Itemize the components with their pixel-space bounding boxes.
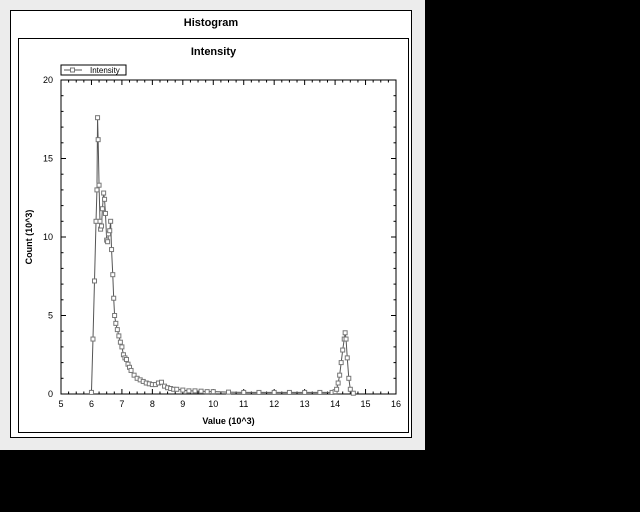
data-point: [90, 336, 96, 342]
data-point: [111, 295, 117, 301]
data-point: [101, 190, 107, 196]
data-point: [317, 389, 323, 395]
x-tick-label: 5: [58, 399, 63, 409]
data-point: [343, 336, 349, 342]
x-tick-label: 7: [119, 399, 124, 409]
data-point: [204, 389, 210, 395]
data-point: [93, 218, 99, 224]
data-point: [110, 272, 116, 278]
data-point: [96, 182, 102, 188]
x-tick-label: 8: [150, 399, 155, 409]
x-tick-label: 9: [180, 399, 185, 409]
x-tick-label: 13: [300, 399, 310, 409]
y-tick-label: 0: [48, 389, 53, 399]
data-point: [116, 333, 122, 339]
intensity-chart: Intensity Intensity 5 6 7 8 9 10 11 12 13 14 15 16 0…: [24, 46, 401, 426]
data-point: [119, 344, 125, 350]
data-point: [108, 218, 114, 224]
data-point: [338, 360, 344, 366]
legend-marker: [70, 67, 75, 73]
data-point: [174, 386, 180, 392]
x-tick-label: 6: [89, 399, 94, 409]
data-point: [99, 206, 105, 212]
data-point: [347, 386, 353, 392]
data-point: [271, 389, 277, 395]
x-tick-label: 10: [208, 399, 218, 409]
data-point: [159, 379, 164, 385]
data-point: [342, 330, 348, 336]
series-intensity: [88, 115, 356, 396]
data-point: [180, 387, 186, 393]
data-point: [99, 223, 104, 229]
x-axis-label: Value (10^3): [202, 416, 254, 426]
data-point: [95, 115, 101, 121]
data-point: [198, 388, 204, 394]
data-point: [88, 389, 94, 395]
data-point: [350, 390, 356, 396]
y-tick-label: 15: [43, 154, 53, 164]
data-point: [112, 313, 118, 318]
data-point: [95, 137, 101, 143]
data-point: [117, 339, 123, 345]
data-point: [102, 196, 108, 202]
legend-box: [60, 64, 127, 76]
x-tick-label: 15: [361, 399, 371, 409]
data-point: [114, 327, 120, 333]
data-point: [210, 389, 216, 395]
data-point: [92, 278, 97, 284]
data-point: [302, 389, 308, 395]
data-point: [192, 388, 198, 394]
legend: Intensity: [60, 64, 127, 76]
chart-title: Intensity: [191, 46, 237, 58]
window-title: Histogram: [183, 17, 239, 29]
data-point: [113, 320, 119, 326]
data-point: [334, 386, 340, 392]
data-point: [186, 388, 192, 394]
data-point: [109, 247, 115, 253]
data-point: [128, 367, 134, 373]
data-point: [344, 355, 350, 361]
y-tick-label: 20: [43, 75, 53, 85]
y-axis-label: Count (10^3): [24, 210, 34, 265]
x-tick-label: 16: [391, 399, 401, 409]
x-tick-label: 12: [269, 399, 279, 409]
data-point: [131, 372, 137, 378]
x-tick-label: 11: [239, 399, 248, 409]
data-point: [226, 389, 231, 395]
data-point: [346, 375, 352, 381]
data-point: [102, 210, 108, 216]
x-tick-label: 14: [330, 399, 340, 409]
data-point: [94, 187, 100, 193]
y-tick-label: 5: [48, 311, 53, 321]
data-point: [335, 380, 341, 386]
data-point: [337, 372, 343, 378]
data-point: [241, 389, 247, 395]
data-point: [123, 356, 129, 362]
y-tick-label: 10: [43, 232, 53, 242]
data-point: [256, 389, 262, 395]
histogram-panel: Histogram Intensity Intensity 5 6 7 8 9 10 11 1…: [10, 10, 412, 438]
histogram-window: Histogram Intensity Intensity 5 6 7 8 9 10 11 1…: [0, 0, 425, 450]
legend-label-intensity: Intensity: [90, 66, 120, 75]
chart-frame: Intensity Intensity 5 6 7 8 9 10 11 12 13 14 15 16 0…: [18, 38, 409, 433]
data-point: [105, 239, 111, 245]
data-point: [340, 347, 346, 353]
data-point: [286, 389, 292, 395]
data-point: [107, 228, 113, 234]
data-point: [97, 218, 103, 224]
plot-area: [60, 79, 397, 395]
